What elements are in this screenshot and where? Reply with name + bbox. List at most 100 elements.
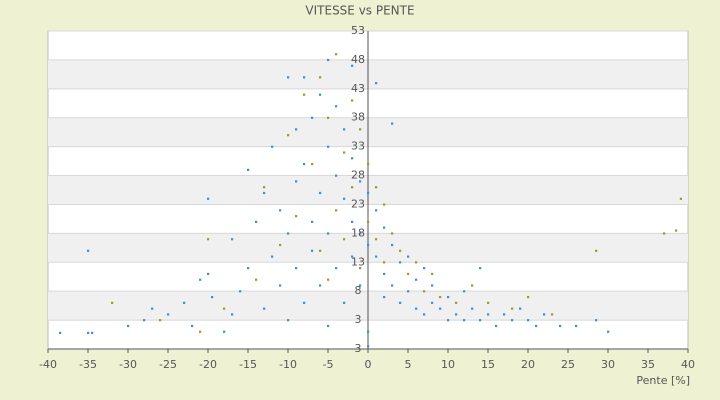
- scatter-point: [463, 290, 466, 293]
- scatter-point: [367, 345, 370, 348]
- scatter-point: [391, 284, 394, 287]
- scatter-point: [127, 324, 130, 328]
- scatter-point: [447, 319, 450, 322]
- scatter-point: [183, 301, 186, 304]
- scatter-point: [287, 232, 290, 235]
- y-tick-label: 18: [351, 226, 365, 239]
- y-tick-label: 28: [351, 169, 365, 182]
- scatter-point: [327, 58, 330, 62]
- scatter-point: [675, 229, 678, 232]
- scatter-point: [423, 267, 426, 270]
- scatter-point: [543, 313, 546, 316]
- scatter-point: [359, 284, 362, 287]
- y-tick-label: 53: [351, 24, 365, 37]
- scatter-point: [151, 307, 154, 310]
- scatter-point: [367, 243, 370, 247]
- scatter-point: [239, 290, 242, 293]
- scatter-point: [351, 99, 354, 102]
- x-tick-label: -30: [119, 358, 137, 371]
- scatter-point: [399, 261, 402, 264]
- scatter-point: [407, 255, 410, 258]
- scatter-point: [407, 272, 410, 276]
- scatter-point: [295, 267, 298, 270]
- scatter-point: [367, 330, 370, 333]
- scatter-point: [143, 319, 146, 322]
- scatter-point: [207, 197, 210, 200]
- x-tick-label: -35: [79, 358, 97, 371]
- scatter-point: [191, 324, 194, 328]
- scatter-point: [263, 186, 266, 189]
- y-tick-label: 8: [355, 284, 362, 297]
- scatter-point: [431, 284, 434, 287]
- scatter-point: [311, 162, 314, 166]
- scatter-point: [479, 319, 482, 322]
- scatter-point: [343, 238, 346, 241]
- scatter-point: [423, 290, 426, 293]
- scatter-point: [375, 82, 378, 85]
- scatter-point: [343, 128, 346, 131]
- scatter-point: [207, 238, 210, 241]
- scatter-point: [375, 186, 378, 189]
- x-axis-label: Pente [%]: [636, 374, 690, 387]
- scatter-point: [255, 278, 258, 281]
- scatter-point: [247, 267, 250, 270]
- scatter-point: [527, 319, 530, 322]
- scatter-point: [295, 215, 298, 218]
- scatter-point: [439, 307, 442, 310]
- scatter-point: [211, 295, 214, 299]
- y-tick-label: 13: [351, 255, 365, 268]
- x-tick-label: -15: [239, 358, 257, 371]
- scatter-point: [319, 249, 322, 252]
- scatter-point: [327, 232, 330, 235]
- scatter-point: [575, 324, 578, 328]
- scatter-point: [247, 168, 250, 171]
- scatter-point: [527, 295, 530, 299]
- scatter-point: [431, 301, 434, 304]
- scatter-point: [391, 122, 394, 125]
- scatter-point: [303, 93, 306, 96]
- scatter-point: [303, 162, 306, 166]
- scatter-point: [415, 307, 418, 310]
- scatter-point: [311, 249, 314, 252]
- scatter-point: [487, 313, 490, 316]
- scatter-point: [511, 319, 514, 322]
- scatter-point: [303, 301, 306, 304]
- scatter-point: [327, 278, 330, 281]
- scatter-point: [335, 267, 338, 270]
- y-tick-label: 23: [351, 197, 365, 210]
- scatter-point: [503, 313, 506, 316]
- scatter-point: [399, 249, 402, 252]
- scatter-point: [199, 330, 202, 333]
- scatter-point: [471, 284, 474, 287]
- scatter-point: [535, 324, 538, 328]
- scatter-point: [223, 307, 226, 310]
- scatter-point: [383, 295, 386, 299]
- x-tick-label: -25: [159, 358, 177, 371]
- x-tick-label: -40: [39, 358, 57, 371]
- scatter-point: [327, 116, 330, 119]
- scatter-point: [87, 331, 90, 335]
- scatter-point: [319, 76, 322, 79]
- scatter-point: [335, 209, 338, 212]
- scatter-point: [439, 295, 442, 299]
- scatter-point: [351, 64, 354, 67]
- scatter-point: [519, 307, 522, 310]
- x-tick-label: 35: [641, 358, 655, 371]
- chart-title: VITESSE vs PENTE: [305, 4, 414, 18]
- scatter-point: [415, 278, 418, 281]
- scatter-point: [199, 278, 202, 281]
- x-tick-label: 20: [521, 358, 535, 371]
- scatter-point: [383, 226, 386, 229]
- scatter-point: [399, 301, 402, 304]
- scatter-point: [607, 330, 610, 333]
- scatter-point: [287, 134, 290, 137]
- scatter-point: [311, 220, 314, 223]
- x-tick-label: 5: [405, 358, 412, 371]
- scatter-point: [391, 232, 394, 235]
- scatter-point: [679, 197, 682, 200]
- scatter-point: [263, 191, 266, 195]
- x-tick-label: -5: [323, 358, 334, 371]
- scatter-point: [471, 307, 474, 310]
- scatter-point: [455, 313, 458, 316]
- scatter-point: [111, 301, 114, 304]
